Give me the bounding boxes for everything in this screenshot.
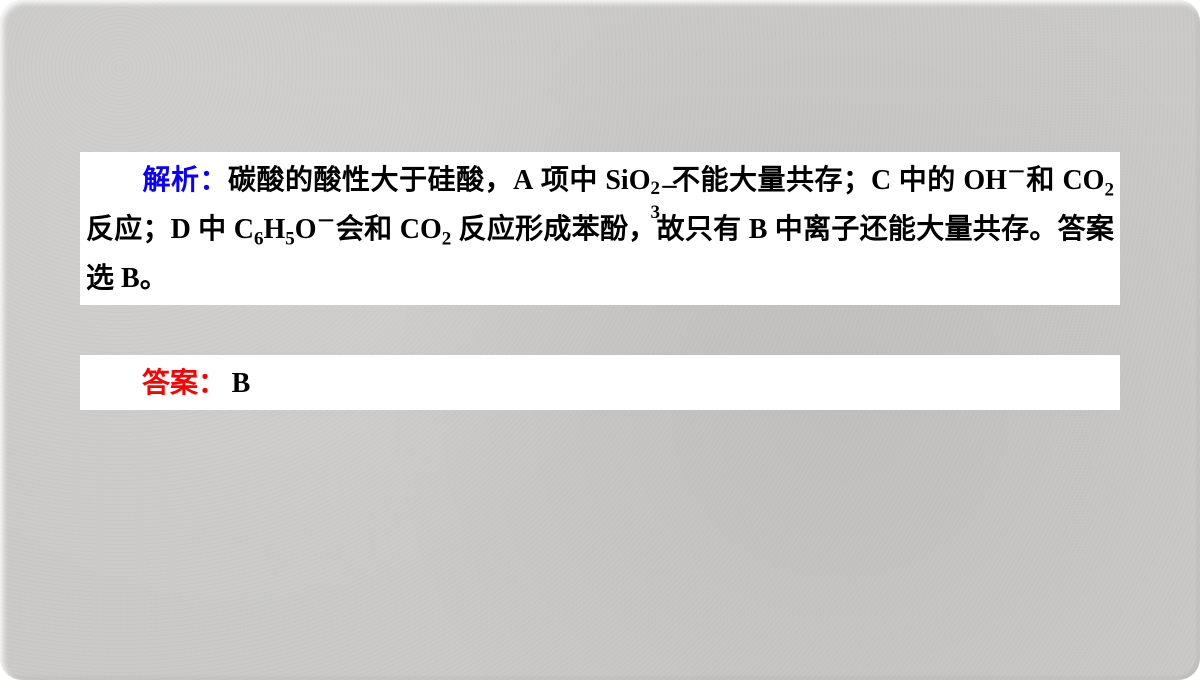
option-b: B [749, 214, 768, 245]
explanation-seg2: 项中 [533, 165, 605, 196]
option-d: D [171, 214, 191, 245]
c6h5o-h: H [263, 214, 285, 245]
option-b2: B [121, 263, 140, 294]
explanation-block: 解析：碳酸的酸性大于硅酸，A 项中 SiO2－3不能大量共存；C 中的 OH－和… [80, 152, 1120, 305]
co2-base: CO [1062, 165, 1104, 196]
explanation-seg6: 反应； [86, 214, 171, 245]
explanation-seg9: 反应形成苯酚，故只有 [451, 214, 749, 245]
oh-charge: － [1007, 163, 1026, 184]
co2-sub: 2 [1104, 180, 1114, 201]
option-c: C [871, 165, 891, 196]
explanation-seg4: 中的 [891, 165, 963, 196]
explanation-seg3: 不能大量共存； [672, 165, 872, 196]
answer-block: 答案：B [80, 355, 1120, 410]
c6h5o-5: 5 [285, 229, 295, 250]
explanation-label: 解析： [142, 165, 228, 196]
oh-base: OH [963, 165, 1007, 196]
sio3-base: SiO [605, 165, 650, 196]
answer-label: 答案： [142, 368, 226, 399]
explanation-seg1: 碳酸的酸性大于硅酸， [228, 165, 513, 196]
explanation-seg7: 中 [191, 214, 234, 245]
explanation-seg11: 。 [140, 263, 168, 294]
explanation-seg8: 会和 [336, 214, 400, 245]
c6h5o-o: O [295, 214, 317, 245]
explanation-seg5: 和 [1026, 165, 1063, 196]
option-a: A [513, 165, 533, 196]
co2b-sub: 2 [442, 229, 452, 250]
answer-value: B [232, 368, 251, 399]
c6h5o-c: C [234, 214, 254, 245]
c6h5o-charge: － [317, 212, 336, 233]
co2b-base: CO [400, 214, 442, 245]
